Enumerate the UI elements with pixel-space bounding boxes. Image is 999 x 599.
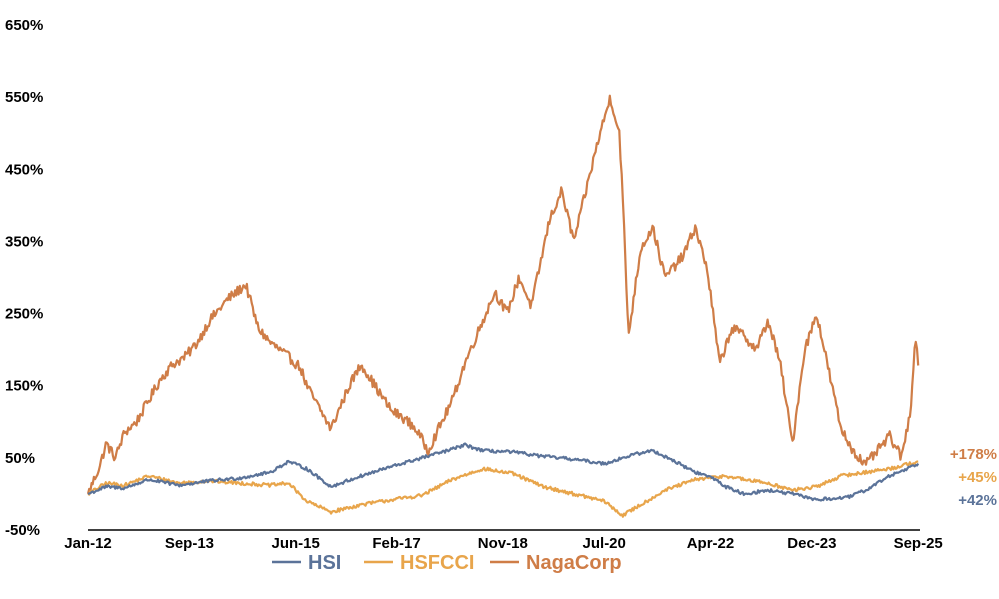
legend-label-nagacorp: NagaCorp (526, 552, 622, 574)
x-tick-label: Sep-13 (165, 535, 214, 552)
end-label-hsfcci: +45% (958, 469, 997, 486)
x-tick-label: Dec-23 (787, 535, 836, 552)
y-tick-label: 350% (5, 233, 43, 250)
x-tick-label: Apr-22 (687, 535, 735, 552)
series-line-nagacorp (88, 96, 918, 494)
end-label-nagacorp: +178% (950, 446, 997, 463)
end-labels: +42% +45% +178% (950, 446, 997, 509)
y-tick-label: 550% (5, 89, 43, 106)
series-layer (88, 96, 918, 517)
y-tick-label: 450% (5, 161, 43, 178)
x-tick-label: Feb-17 (372, 535, 420, 552)
y-tick-label: 650% (5, 17, 43, 34)
legend-label-hsfcci: HSFCCI (400, 552, 474, 574)
legend: HSI HSFCCI NagaCorp (272, 552, 622, 574)
y-tick-label: -50% (5, 522, 40, 539)
y-tick-label: 50% (5, 450, 35, 467)
legend-label-hsi: HSI (308, 552, 341, 574)
x-tick-label: Jun-15 (272, 535, 320, 552)
x-tick-label: Nov-18 (478, 535, 528, 552)
y-axis-ticks: 650% 550% 450% 350% 250% 150% 50% -50% (5, 17, 43, 539)
chart-container: 650% 550% 450% 350% 250% 150% 50% -50% Jan-12 Se… (0, 0, 999, 599)
x-tick-label: Sep-25 (894, 535, 943, 552)
series-line-hsfcci (88, 462, 918, 517)
y-tick-label: 150% (5, 378, 43, 395)
x-axis-ticks: Jan-12 Sep-13 Jun-15 Feb-17 Nov-18 Jul-20 Apr-… (64, 535, 943, 552)
y-tick-label: 250% (5, 306, 43, 323)
x-tick-label: Jul-20 (583, 535, 626, 552)
x-tick-label: Jan-12 (64, 535, 112, 552)
end-label-hsi: +42% (958, 492, 997, 509)
line-chart: 650% 550% 450% 350% 250% 150% 50% -50% Jan-12 Se… (0, 0, 999, 599)
